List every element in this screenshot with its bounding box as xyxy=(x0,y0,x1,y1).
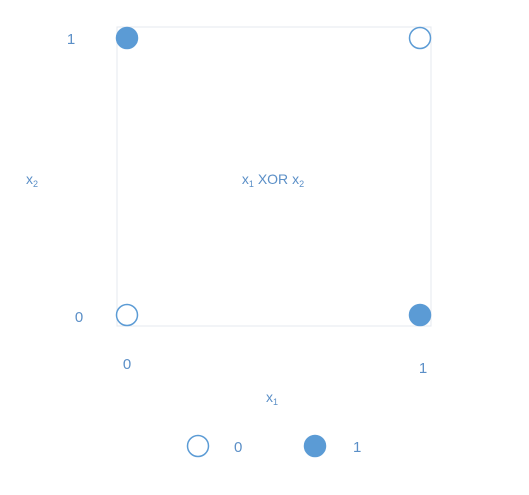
x-axis-label: x1 xyxy=(266,389,278,407)
data-point-x0-y1 xyxy=(115,26,139,50)
y-axis-label: x2 xyxy=(26,171,38,189)
chart-title-sub-1: 1 xyxy=(249,179,254,189)
y-tick-label-0: 0 xyxy=(75,309,83,326)
legend: 0 1 xyxy=(186,434,361,458)
legend-marker-open xyxy=(186,434,210,458)
x-tick-label-0: 0 xyxy=(123,356,131,373)
data-point-x0-y0 xyxy=(115,303,139,327)
data-points xyxy=(115,26,432,327)
y-tick-label-1: 1 xyxy=(67,31,75,48)
data-point-x1-y0 xyxy=(408,303,432,327)
chart-title-sub-2: 2 xyxy=(299,179,304,189)
legend-label-0: 0 xyxy=(234,439,242,456)
chart-title: x1 XOR x2 xyxy=(242,171,304,189)
legend-marker-filled xyxy=(303,434,327,458)
x-tick-label-1: 1 xyxy=(419,360,427,377)
legend-label-1: 1 xyxy=(353,439,361,456)
plot-frame xyxy=(116,26,432,327)
data-point-x1-y1 xyxy=(408,26,432,50)
